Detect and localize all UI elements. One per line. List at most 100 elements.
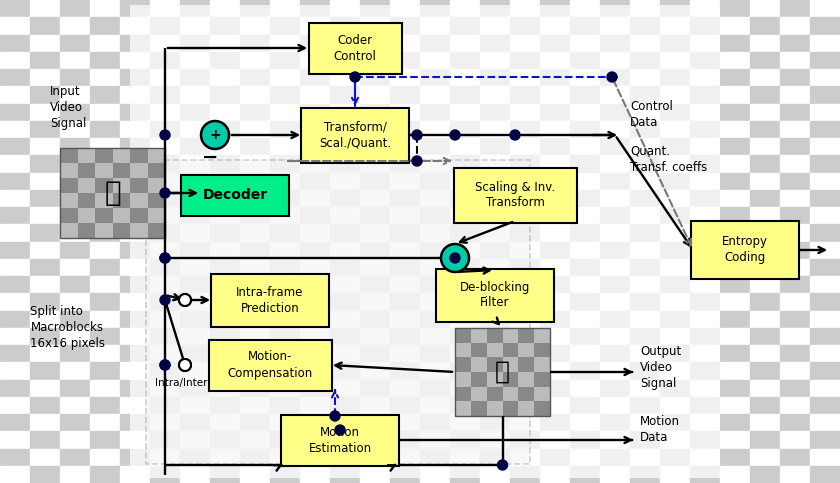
Bar: [420, 242, 450, 259]
Bar: [690, 380, 720, 397]
Bar: [780, 242, 810, 259]
Bar: [480, 276, 510, 293]
Bar: [540, 190, 570, 207]
Bar: [510, 121, 540, 138]
Bar: [540, 69, 570, 86]
Bar: [130, 178, 148, 193]
Bar: [210, 397, 240, 414]
Bar: [150, 207, 180, 224]
Bar: [390, 0, 420, 17]
Bar: [300, 52, 330, 69]
Bar: [455, 328, 550, 416]
Bar: [540, 362, 570, 380]
Bar: [510, 242, 540, 259]
Bar: [270, 293, 300, 311]
Bar: [180, 155, 210, 172]
Bar: [30, 138, 60, 155]
Bar: [60, 345, 90, 362]
Bar: [300, 0, 330, 17]
Bar: [570, 449, 600, 466]
Bar: [450, 397, 480, 414]
Bar: [630, 276, 660, 293]
Bar: [0, 380, 30, 397]
Bar: [90, 362, 120, 380]
Bar: [750, 276, 780, 293]
Bar: [270, 414, 300, 431]
Bar: [600, 52, 630, 69]
Bar: [720, 17, 750, 34]
Bar: [750, 259, 780, 276]
Bar: [420, 397, 450, 414]
Bar: [570, 69, 600, 86]
Bar: [330, 380, 360, 397]
Bar: [780, 0, 810, 17]
Bar: [30, 17, 60, 34]
Bar: [300, 190, 330, 207]
Bar: [420, 121, 450, 138]
Bar: [480, 293, 510, 311]
Bar: [660, 207, 690, 224]
Bar: [113, 163, 130, 178]
Bar: [180, 380, 210, 397]
Bar: [540, 0, 570, 17]
Bar: [390, 380, 420, 397]
Bar: [660, 224, 690, 242]
Bar: [30, 224, 60, 242]
Bar: [60, 224, 90, 242]
Bar: [210, 52, 240, 69]
Bar: [630, 17, 660, 34]
Bar: [420, 103, 450, 121]
Bar: [30, 397, 60, 414]
Bar: [330, 311, 360, 328]
Bar: [30, 311, 60, 328]
Bar: [450, 293, 480, 311]
Bar: [660, 86, 690, 103]
Bar: [330, 293, 360, 311]
FancyBboxPatch shape: [208, 340, 332, 390]
Circle shape: [160, 130, 170, 140]
Bar: [420, 362, 450, 380]
Bar: [660, 259, 690, 276]
Bar: [450, 86, 480, 103]
Bar: [450, 190, 480, 207]
Bar: [510, 52, 540, 69]
Bar: [810, 224, 840, 242]
Bar: [450, 414, 480, 431]
Bar: [180, 259, 210, 276]
Bar: [630, 431, 660, 449]
Bar: [30, 259, 60, 276]
Bar: [30, 121, 60, 138]
Bar: [570, 0, 600, 17]
Circle shape: [412, 156, 422, 166]
Bar: [540, 242, 570, 259]
Bar: [210, 328, 240, 345]
Bar: [420, 207, 450, 224]
Bar: [810, 449, 840, 466]
Bar: [0, 52, 30, 69]
Bar: [450, 242, 480, 259]
Bar: [30, 207, 60, 224]
Bar: [510, 449, 540, 466]
Bar: [30, 293, 60, 311]
Bar: [502, 328, 518, 342]
FancyBboxPatch shape: [454, 168, 576, 223]
Bar: [60, 34, 90, 52]
Bar: [120, 69, 150, 86]
Bar: [390, 121, 420, 138]
Bar: [60, 52, 90, 69]
Circle shape: [350, 72, 360, 82]
Bar: [600, 466, 630, 483]
Bar: [95, 223, 113, 238]
Bar: [390, 86, 420, 103]
Bar: [150, 328, 180, 345]
Bar: [150, 190, 180, 207]
Bar: [150, 52, 180, 69]
Bar: [90, 345, 120, 362]
Bar: [95, 178, 113, 193]
Bar: [390, 242, 420, 259]
Bar: [390, 34, 420, 52]
Bar: [390, 259, 420, 276]
Bar: [270, 362, 300, 380]
Bar: [534, 357, 550, 372]
Bar: [150, 17, 180, 34]
